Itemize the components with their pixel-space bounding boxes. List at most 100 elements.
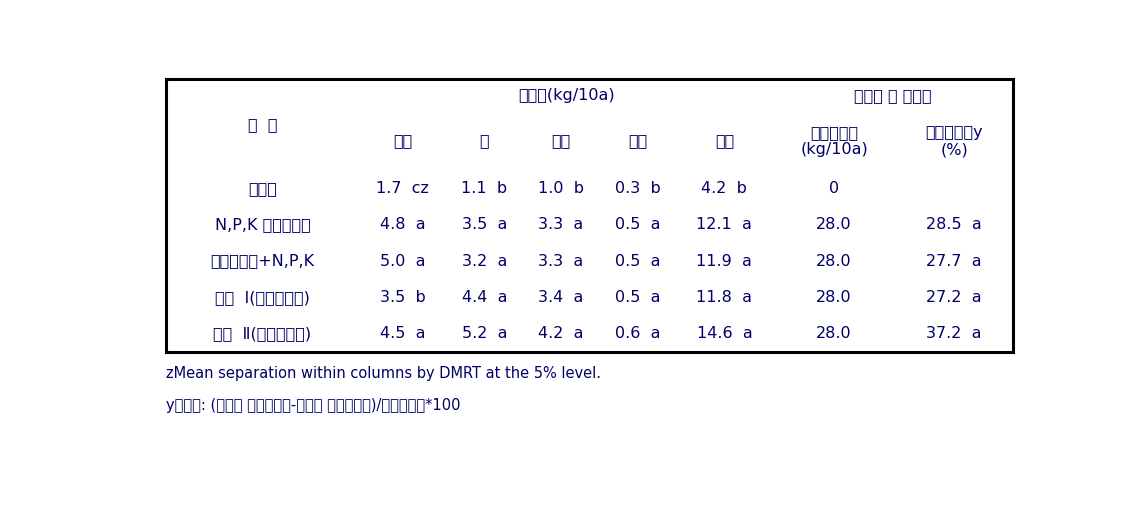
Text: 28.0: 28.0 [817,290,852,305]
Bar [446,243,523,279]
Bar [896,207,1013,243]
Text: 0.6  a: 0.6 a [615,326,661,341]
Bar [773,315,896,352]
Bar [359,279,446,315]
Bar [676,112,773,170]
Bar [896,243,1013,279]
Bar [446,279,523,315]
Bar [676,279,773,315]
Bar [773,170,896,207]
Bar [676,207,773,243]
Bar [523,112,600,170]
Text: 질소공급량
(kg/10a): 질소공급량 (kg/10a) [801,125,868,157]
Text: 5.0  a: 5.0 a [380,253,426,268]
Bar [676,243,773,279]
Text: 합계: 합계 [715,133,734,148]
Text: 줄기: 줄기 [552,133,571,148]
Text: 액비  Ⅱ(유기성액비): 액비 Ⅱ(유기성액비) [213,326,312,341]
Text: N,P,K 표준시비구: N,P,K 표준시비구 [214,217,311,232]
Text: zMean separation within columns by DMRT at the 5% level.: zMean separation within columns by DMRT … [165,366,601,381]
Text: 28.0: 28.0 [817,253,852,268]
Text: 1.1  b: 1.1 b [461,181,508,196]
Text: 액비  Ⅰ(무기성액비): 액비 Ⅰ(무기성액비) [216,290,310,305]
Bar [773,279,896,315]
Bar [446,207,523,243]
Bar [165,207,359,243]
Bar [359,112,446,170]
Bar [446,315,523,352]
Bar [165,80,1013,352]
Text: 27.7  a: 27.7 a [927,253,982,268]
Text: 0.5  a: 0.5 a [615,217,661,232]
Text: 공급량 및 이용률: 공급량 및 이용률 [855,88,931,103]
Text: 37.2  a: 37.2 a [927,326,982,341]
Bar [523,315,600,352]
Text: 0.3  b: 0.3 b [615,181,661,196]
Text: 28.5  a: 28.5 a [926,217,982,232]
Text: 4.5  a: 4.5 a [380,326,426,341]
Bar [896,112,1013,170]
Text: 열매: 열매 [393,133,413,148]
Text: y이용률: (시비구 질소흡수량-무비구 질소흡수량)/질소공급량*100: y이용률: (시비구 질소흡수량-무비구 질소흡수량)/질소공급량*100 [165,398,460,413]
Text: 3.2  a: 3.2 a [462,253,507,268]
Text: 부리: 부리 [629,133,647,148]
Bar [165,279,359,315]
Bar [600,112,676,170]
Bar [446,112,523,170]
Text: 무비구: 무비구 [248,181,276,196]
Bar [359,170,446,207]
Text: 4.8  a: 4.8 a [380,217,426,232]
Text: 27.2  a: 27.2 a [927,290,982,305]
Text: 12.1  a: 12.1 a [696,217,752,232]
Text: 3.3  a: 3.3 a [538,253,584,268]
Text: 11.9  a: 11.9 a [696,253,752,268]
Bar [165,170,359,207]
Text: 1.0  b: 1.0 b [538,181,584,196]
Bar [523,170,600,207]
Bar [523,243,600,279]
Text: 3.5  a: 3.5 a [462,217,507,232]
Text: 흡수량(kg/10a): 흡수량(kg/10a) [518,88,615,103]
Bar [600,243,676,279]
Text: 4.2  b: 4.2 b [702,181,748,196]
Bar [165,80,359,170]
Bar [523,279,600,315]
Text: 질소이용률y
(%): 질소이용률y (%) [926,125,983,157]
Bar [600,279,676,315]
Text: 4.2  a: 4.2 a [538,326,584,341]
Bar [446,170,523,207]
Bar [165,243,359,279]
Text: 3.4  a: 3.4 a [538,290,584,305]
Text: 4.4  a: 4.4 a [462,290,507,305]
Bar [676,315,773,352]
Bar [773,80,1013,112]
Text: 14.6  a: 14.6 a [696,326,752,341]
Text: 3.5  b: 3.5 b [380,290,426,305]
Text: 처  리: 처 리 [248,117,278,132]
Bar [896,170,1013,207]
Bar [896,315,1013,352]
Text: 잎: 잎 [479,133,490,148]
Text: 가축분퇴비+N,P,K: 가축분퇴비+N,P,K [211,253,314,268]
Bar [165,315,359,352]
Text: 1.7  cz: 1.7 cz [376,181,429,196]
Text: 0.5  a: 0.5 a [615,290,661,305]
Text: 5.2  a: 5.2 a [462,326,507,341]
Bar [773,112,896,170]
Bar [600,315,676,352]
Bar [523,207,600,243]
Text: 28.0: 28.0 [817,217,852,232]
Text: 0.5  a: 0.5 a [615,253,661,268]
Bar [773,207,896,243]
Bar [773,243,896,279]
Bar [600,170,676,207]
Text: 0: 0 [829,181,840,196]
Bar [896,279,1013,315]
Bar [676,170,773,207]
Bar [600,207,676,243]
Bar [359,243,446,279]
Bar [359,207,446,243]
Text: 28.0: 28.0 [817,326,852,341]
Bar [359,315,446,352]
Text: 3.3  a: 3.3 a [538,217,584,232]
